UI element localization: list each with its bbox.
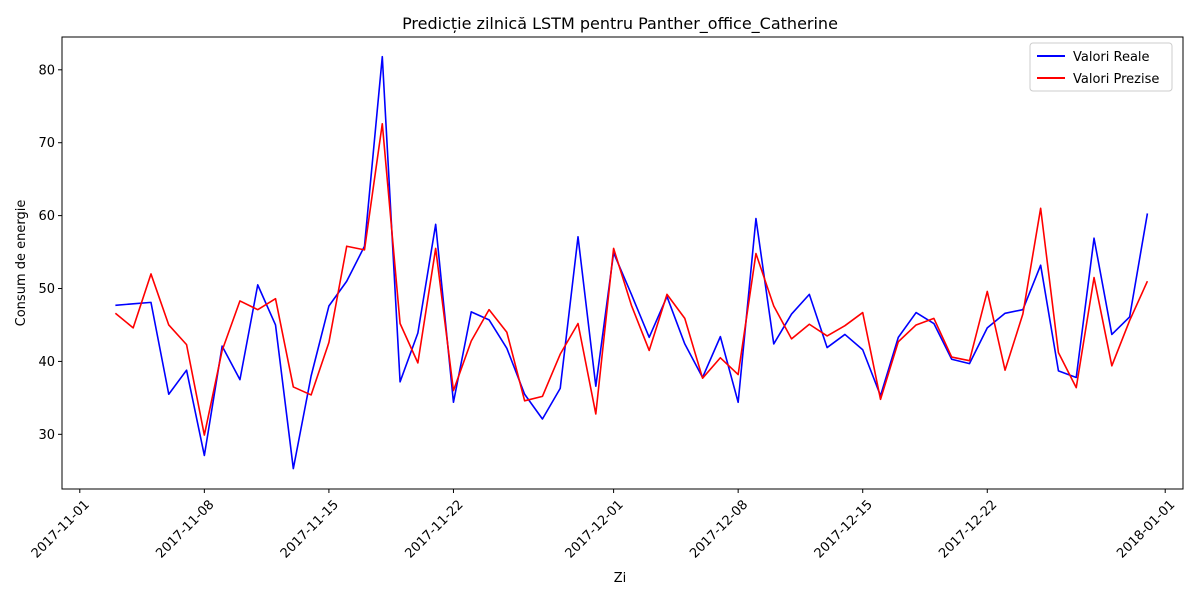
- y-axis-label: Consum de energie: [14, 200, 29, 327]
- y-tick-label: 70: [38, 136, 55, 151]
- plot-frame: [61, 36, 1184, 490]
- series-layer: [114, 55, 1149, 470]
- x-axis: 2017-11-01 2017-11-08 2017-11-15 2017-11-22…: [29, 489, 1178, 561]
- x-tick-label: 2017-12-08: [687, 497, 751, 561]
- y-tick-label: 40: [38, 355, 55, 370]
- series-line-real: [115, 55, 1149, 470]
- x-tick-label: 2017-12-15: [812, 497, 876, 561]
- y-tick-label: 60: [38, 209, 55, 224]
- legend: Valori Reale Valori Prezise: [1029, 42, 1173, 92]
- chart-title: Predicție zilnică LSTM pentru Panther_of…: [402, 14, 838, 34]
- y-tick-label: 80: [38, 63, 55, 78]
- legend-label-real: Valori Reale: [1073, 50, 1150, 65]
- legend-label-predicted: Valori Prezise: [1073, 72, 1159, 87]
- x-tick-label: 2018-01-01: [1114, 497, 1178, 561]
- x-tick-label: 2017-12-22: [936, 497, 1000, 561]
- x-tick-label: 2017-11-22: [402, 497, 466, 561]
- y-axis: 30 40 50 60 70 80: [38, 63, 62, 443]
- y-tick-label: 30: [38, 428, 55, 443]
- legend-frame: [1029, 42, 1173, 92]
- x-axis-label: Zi: [614, 571, 627, 586]
- x-tick-label: 2017-11-01: [29, 497, 93, 561]
- series-line-predicted: [114, 122, 1149, 436]
- y-tick-label: 50: [38, 282, 55, 297]
- x-tick-label: 2017-12-01: [563, 497, 627, 561]
- x-tick-label: 2017-11-15: [278, 497, 342, 561]
- x-tick-label: 2017-11-08: [153, 497, 217, 561]
